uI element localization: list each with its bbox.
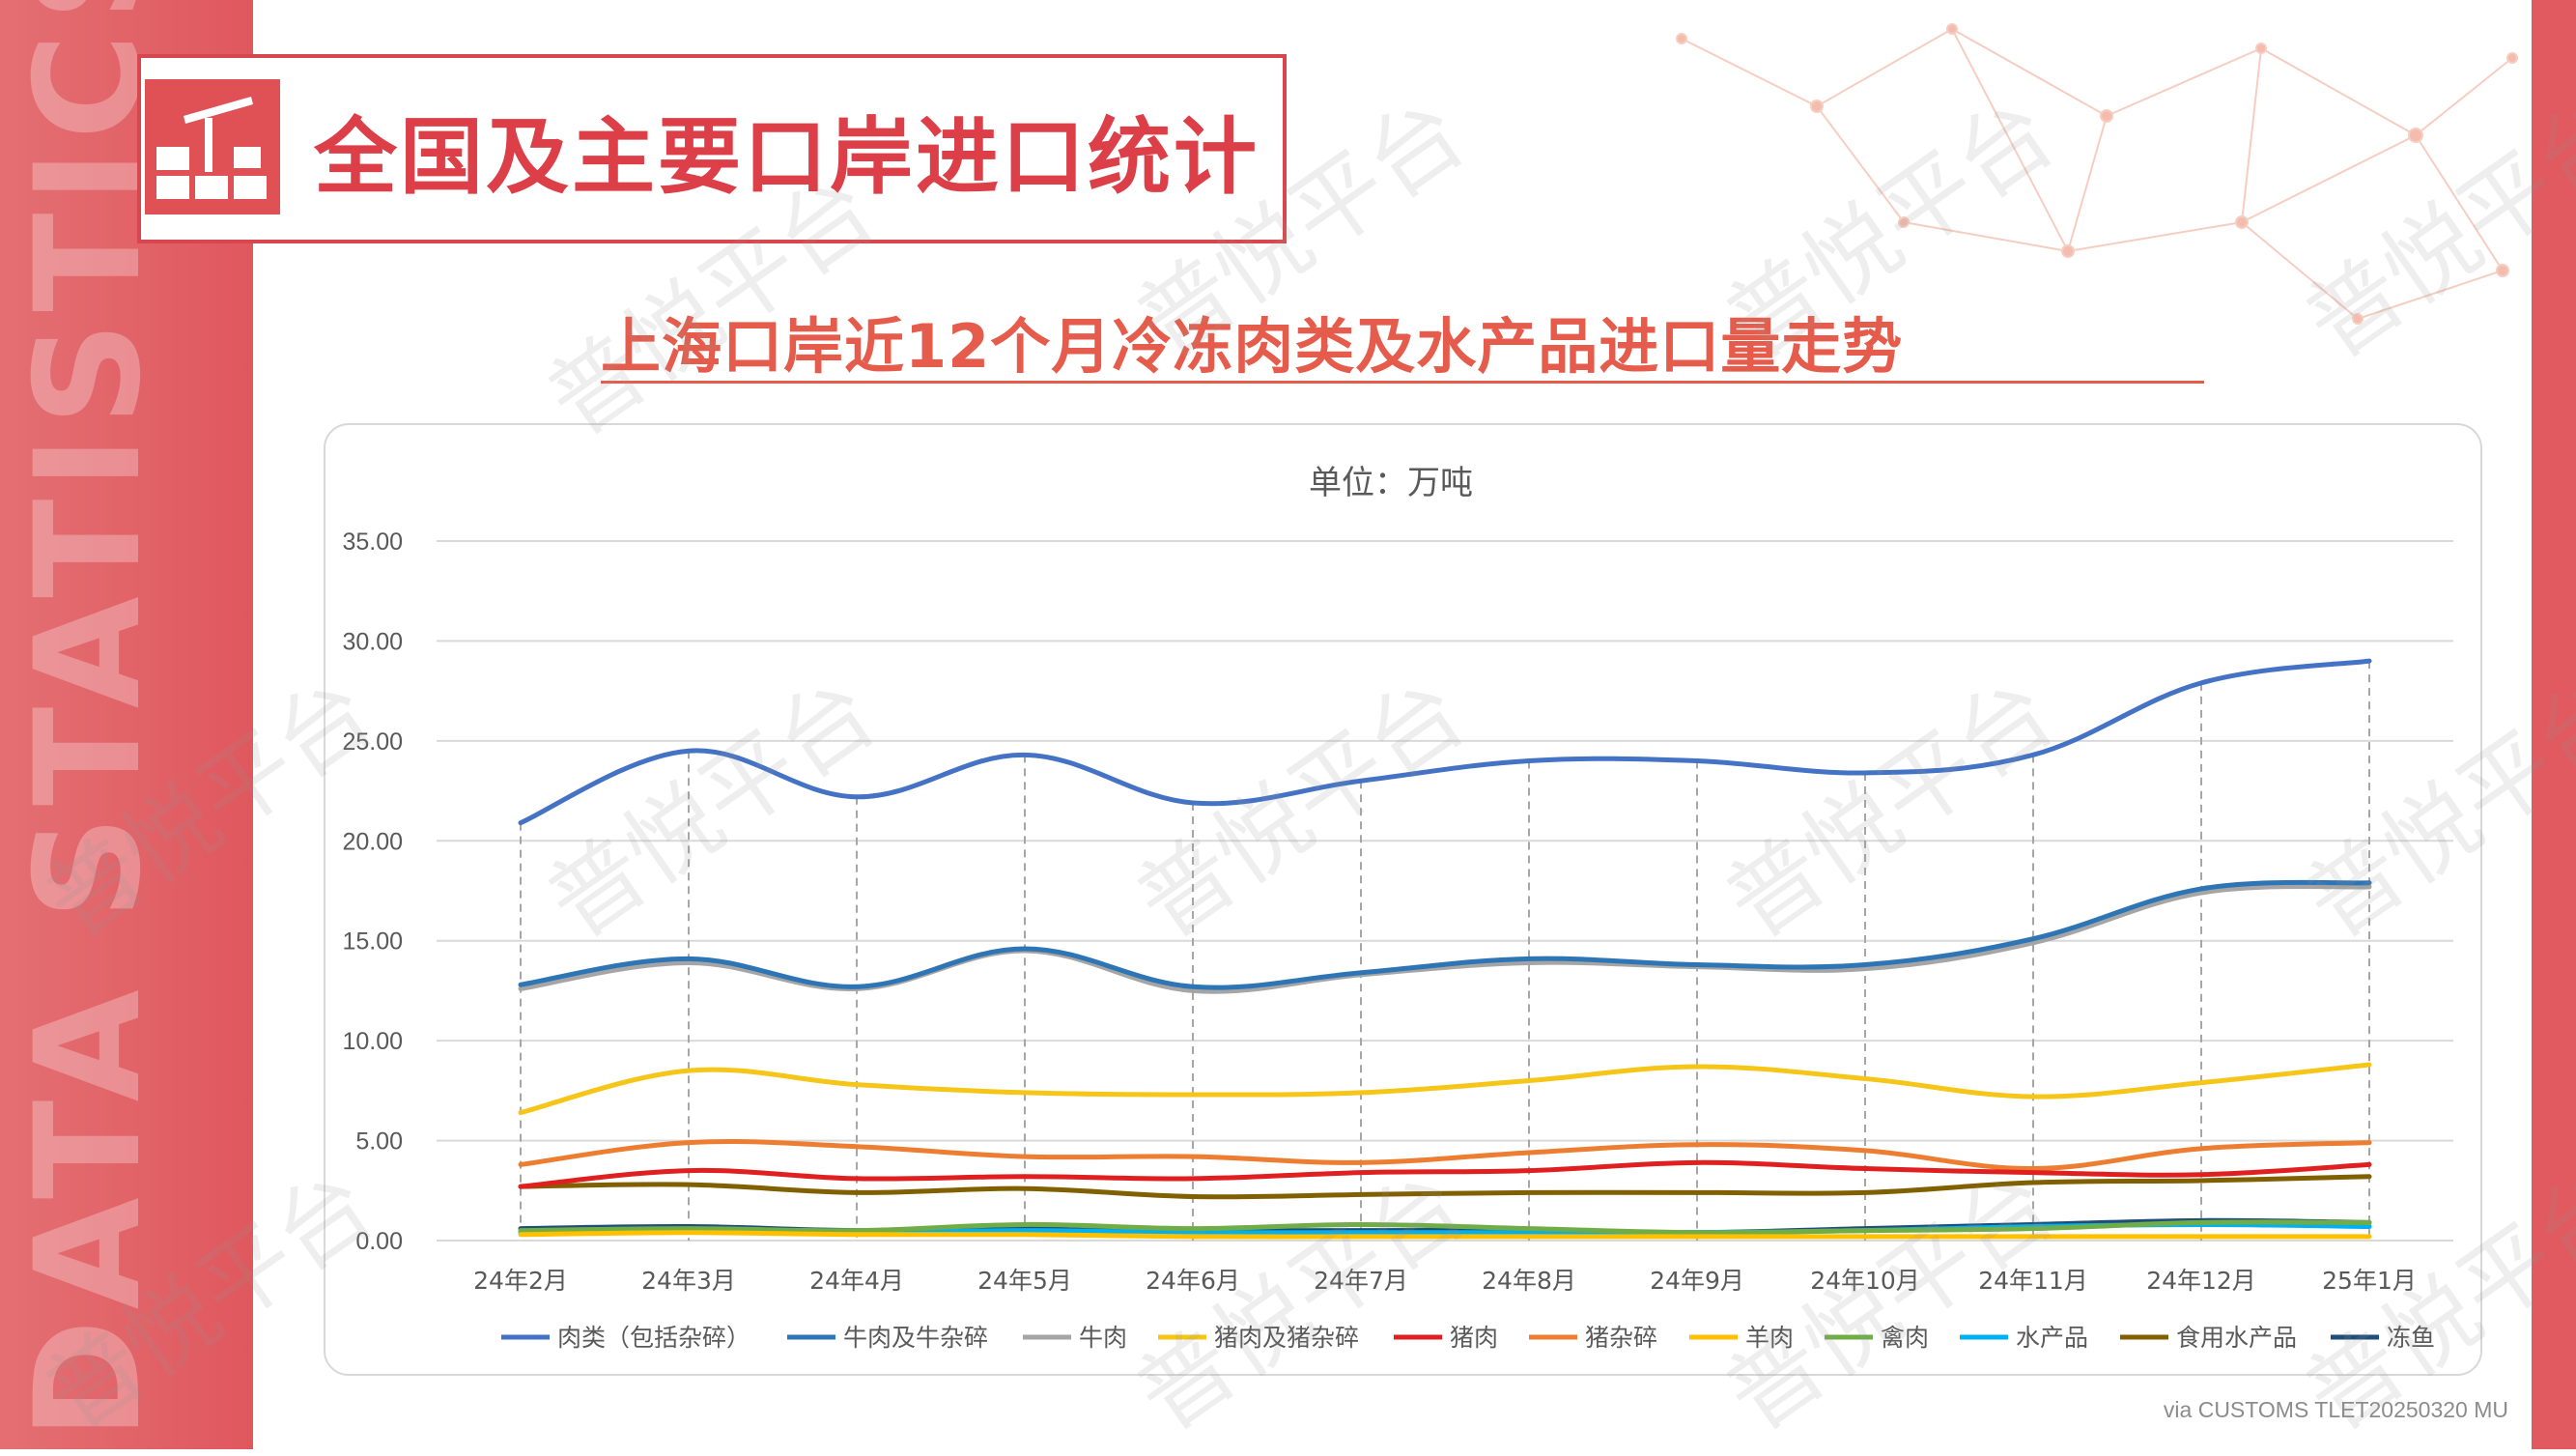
series-line xyxy=(518,1230,2372,1240)
series-line xyxy=(518,1062,2372,1116)
series-line xyxy=(518,1219,2372,1236)
y-tick-label: 20.00 xyxy=(342,828,403,855)
network-background xyxy=(1676,23,2518,325)
x-tick-label: 24年4月 xyxy=(809,1267,904,1295)
x-tick-label: 24年5月 xyxy=(977,1267,1072,1295)
series-line xyxy=(518,1174,2372,1200)
chart-subtitle: 上海口岸近12个月冷冻肉类及水产品进口量走势 xyxy=(601,311,1904,382)
building-icon xyxy=(145,79,280,214)
legend-label: 猪杂碎 xyxy=(1585,1324,1657,1352)
y-tick-label: 15.00 xyxy=(342,928,403,956)
right-decorative-band xyxy=(2532,0,2576,1449)
legend-label: 牛肉 xyxy=(1079,1324,1127,1352)
x-tick-label: 24年8月 xyxy=(1482,1267,1576,1295)
x-tick-label: 24年3月 xyxy=(641,1267,736,1295)
y-tick-label: 30.00 xyxy=(342,628,403,655)
chart-unit-label: 单位：万吨 xyxy=(1309,464,1473,502)
legend-label: 猪肉及猪杂碎 xyxy=(1214,1324,1359,1352)
x-tick-label: 24年9月 xyxy=(1650,1267,1744,1295)
series-line xyxy=(518,879,2372,990)
legend-label: 牛肉及牛杂碎 xyxy=(843,1324,988,1352)
x-tick-label: 24年12月 xyxy=(2146,1267,2256,1295)
series-line xyxy=(518,1159,2372,1189)
series-line xyxy=(518,658,2372,826)
source-note: via CUSTOMS TLET20250320 MU xyxy=(2163,1397,2508,1422)
x-tick-label: 24年7月 xyxy=(1314,1267,1408,1295)
series-line xyxy=(518,883,2372,994)
legend-label: 禽肉 xyxy=(1881,1324,1929,1352)
page-title: 全国及主要口岸进口统计 xyxy=(314,109,1260,206)
y-tick-label: 0.00 xyxy=(355,1228,403,1255)
y-tick-label: 35.00 xyxy=(342,528,403,556)
legend-label: 食用水产品 xyxy=(2176,1324,2297,1352)
legend-label: 羊肉 xyxy=(1745,1324,1794,1352)
y-tick-label: 10.00 xyxy=(342,1028,403,1055)
header-box xyxy=(137,54,1287,243)
subtitle-underline xyxy=(601,381,2204,384)
chart-card xyxy=(324,423,2482,1376)
x-tick-label: 25年1月 xyxy=(2322,1267,2417,1295)
x-tick-label: 24年6月 xyxy=(1146,1267,1240,1295)
legend-label: 水产品 xyxy=(2016,1324,2088,1352)
series-line xyxy=(518,1139,2372,1172)
x-tick-label: 24年11月 xyxy=(1978,1267,2088,1295)
x-tick-label: 24年2月 xyxy=(473,1267,568,1295)
legend-label: 冻鱼 xyxy=(2387,1324,2435,1352)
x-tick-label: 24年10月 xyxy=(1810,1267,1920,1295)
legend-label: 猪肉 xyxy=(1450,1324,1498,1352)
legend-label: 肉类（包括杂碎） xyxy=(557,1324,750,1352)
y-tick-label: 5.00 xyxy=(355,1128,403,1156)
y-tick-label: 25.00 xyxy=(342,728,403,756)
